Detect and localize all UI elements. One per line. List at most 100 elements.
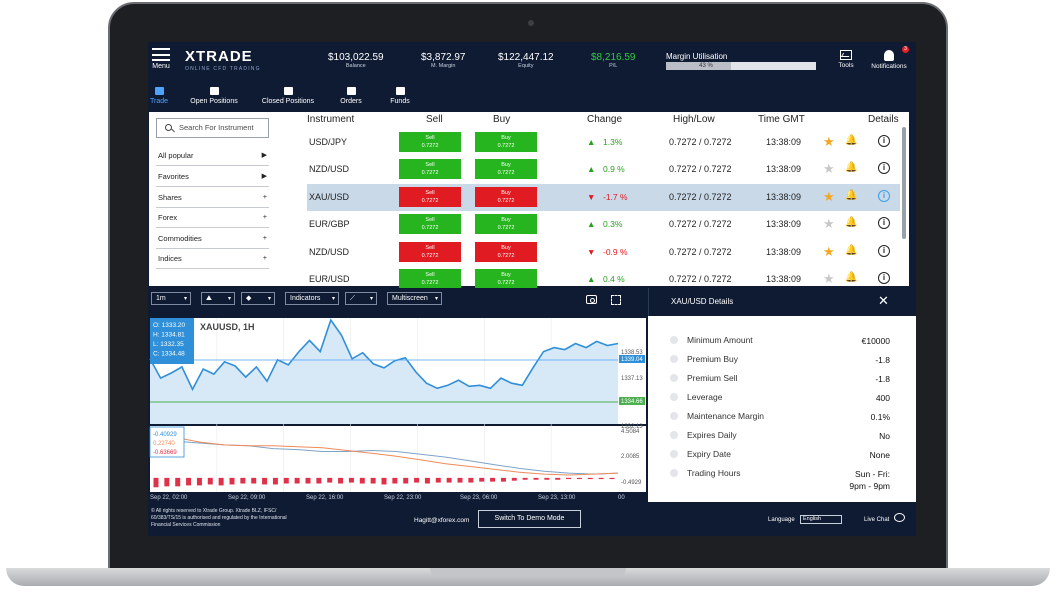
- histogram-bar: [153, 477, 159, 488]
- time-value: 13:38:09: [766, 164, 802, 175]
- buy-button[interactable]: Buy 0.7272: [475, 269, 537, 289]
- indicators-select[interactable]: Indicators ▾: [285, 292, 339, 305]
- alert-bell-icon[interactable]: 🔔: [845, 135, 858, 146]
- tools-button[interactable]: Tools: [836, 50, 856, 69]
- x-axis-label: Sep 23, 13:00: [538, 495, 576, 501]
- buy-price: 0.7272: [497, 170, 515, 177]
- ohlc-box: [150, 318, 194, 364]
- margin-label: M. Margin: [431, 63, 456, 69]
- favorite-star-icon[interactable]: ★: [823, 243, 835, 259]
- alert-bell-icon[interactable]: 🔔: [845, 244, 858, 256]
- tab-orders[interactable]: Orders: [339, 87, 363, 105]
- buy-button[interactable]: Buy 0.7272: [475, 214, 537, 235]
- info-icon[interactable]: i: [878, 217, 890, 230]
- timeframe-select[interactable]: 1m ▾: [151, 292, 191, 305]
- tab-trade[interactable]: Trade: [148, 87, 170, 105]
- buy-button[interactable]: Buy 0.7272: [475, 159, 537, 180]
- details-panel: XAU/USD Details ✕ Minimum Amount €10000 Pr…: [648, 288, 916, 502]
- multiscreen-select[interactable]: Multiscreen ▾: [387, 292, 442, 305]
- table-row[interactable]: EUR/USD Sell 0.7272 Buy 0.7272 ▲ 0.4 % 0.7272 /…: [307, 266, 900, 293]
- color-select[interactable]: ◆ ▾: [241, 292, 275, 305]
- drawing-tools-select[interactable]: ⟋ ▾: [345, 292, 377, 305]
- sell-price: 0.7272: [421, 143, 439, 149]
- sell-button[interactable]: Sell 0.7272: [399, 269, 461, 289]
- header-highlow: High/Low: [673, 114, 715, 125]
- detail-row: Maintenance Margin 0.1%: [668, 410, 890, 424]
- change-value: -0.9 %: [603, 246, 628, 257]
- favorite-star-icon[interactable]: ★: [823, 188, 835, 204]
- alert-bell-icon[interactable]: 🔔: [845, 189, 858, 201]
- price-line: [149, 318, 619, 392]
- category-label: All popular: [158, 151, 194, 160]
- info-icon[interactable]: i: [878, 135, 890, 147]
- info-icon[interactable]: i: [878, 189, 890, 202]
- table-scrollbar[interactable]: [902, 127, 906, 239]
- buy-button[interactable]: Buy 0.7272: [475, 132, 537, 152]
- table-row[interactable]: EUR/GBP Sell 0.7272 Buy 0.7272 ▲ 0.3% 0.7272 / …: [307, 211, 900, 238]
- margin-utilisation-percent: 43 %: [699, 63, 713, 69]
- buy-button[interactable]: Buy 0.7272: [475, 186, 537, 207]
- tab-closed-positions-label: Closed Positions: [261, 98, 315, 105]
- favorite-star-icon[interactable]: ★: [823, 216, 835, 232]
- header-time: Time GMT: [758, 114, 805, 125]
- chevron-down-icon: ▾: [331, 296, 335, 302]
- notifications-button[interactable]: 3 Notifications: [866, 46, 912, 70]
- tab-closed-positions[interactable]: Closed Positions: [260, 87, 316, 105]
- search-icon: [165, 124, 172, 131]
- sell-button[interactable]: Sell 0.7272: [399, 159, 461, 180]
- tab-open-positions[interactable]: Open Positions: [188, 87, 240, 105]
- sell-button[interactable]: Sell 0.7272: [399, 132, 461, 152]
- header-details: Details: [868, 114, 899, 125]
- camera-icon[interactable]: [586, 295, 597, 304]
- highlow-value: 0.7272 / 0.7272: [669, 191, 732, 202]
- chart-type-select[interactable]: ⛰ ▾: [201, 292, 235, 305]
- histogram-bar: [598, 477, 604, 480]
- info-dot-icon: [670, 355, 678, 363]
- indicator-axis-label: 4.5084: [621, 429, 640, 435]
- tab-funds[interactable]: Funds: [388, 87, 412, 105]
- language-select[interactable]: English: [800, 515, 842, 524]
- category-item[interactable]: Forex +: [156, 210, 269, 228]
- app-screen: Menu XTRADE ONLINE CFD TRADING $103,022.…: [148, 42, 916, 536]
- close-icon[interactable]: ✕: [878, 293, 889, 308]
- alert-bell-icon[interactable]: 🔔: [845, 217, 858, 229]
- detail-row: Leverage 400: [668, 391, 890, 405]
- change-value: 1.3%: [603, 137, 623, 147]
- info-icon[interactable]: i: [878, 162, 890, 175]
- info-icon[interactable]: i: [878, 272, 890, 284]
- alert-bell-icon[interactable]: 🔔: [845, 162, 858, 174]
- indicator-value: 0.22740: [153, 441, 175, 447]
- buy-button[interactable]: Buy 0.7272: [475, 241, 537, 262]
- sell-button[interactable]: Sell 0.7272: [399, 241, 461, 262]
- sell-button[interactable]: Sell 0.7272: [399, 214, 461, 235]
- category-item[interactable]: Favorites ▶: [156, 169, 269, 187]
- favorite-star-icon[interactable]: ★: [823, 271, 835, 286]
- switch-demo-button[interactable]: Switch To Demo Mode: [478, 510, 581, 528]
- category-item[interactable]: All popular ▶: [156, 148, 269, 166]
- category-item[interactable]: Indices +: [156, 251, 269, 269]
- table-row[interactable]: NZD/USD Sell 0.7272 Buy 0.7272 ▲ 0.9 % 0.7272 /…: [307, 156, 900, 183]
- histogram-bar: [164, 477, 170, 487]
- info-icon[interactable]: i: [878, 244, 890, 257]
- briefcase-icon: [283, 87, 293, 95]
- favorite-star-icon[interactable]: ★: [823, 161, 835, 177]
- category-item[interactable]: Commodities +: [156, 231, 269, 249]
- expand-icon[interactable]: [611, 295, 621, 305]
- search-input[interactable]: Search For Instrument: [156, 118, 269, 138]
- sell-label: Sell: [425, 189, 435, 196]
- table-row[interactable]: NZD/USD Sell 0.7272 Buy 0.7272 ▼ -0.9 % 0.7272 …: [307, 239, 900, 266]
- histogram-bar: [251, 477, 257, 484]
- alert-bell-icon[interactable]: 🔔: [845, 272, 858, 283]
- category-item[interactable]: Shares +: [156, 190, 269, 208]
- indicators-label: Indicators: [290, 295, 321, 302]
- favorite-star-icon[interactable]: ★: [823, 134, 835, 149]
- menu-button[interactable]: Menu: [150, 48, 172, 70]
- detail-value: €10000: [861, 336, 890, 346]
- detail-row: Premium Sell -1.8: [668, 372, 890, 386]
- chat-icon[interactable]: [894, 513, 905, 522]
- sell-button[interactable]: Sell 0.7272: [399, 186, 461, 207]
- price-axis-label: 1337.13: [621, 376, 643, 382]
- table-row[interactable]: XAU/USD Sell 0.7272 Buy 0.7272 ▼ -1.7 % 0.7272 …: [307, 183, 900, 211]
- table-row[interactable]: USD/JPY Sell 0.7272 Buy 0.7272 ▲ 1.3% 0.7272 / …: [307, 129, 900, 156]
